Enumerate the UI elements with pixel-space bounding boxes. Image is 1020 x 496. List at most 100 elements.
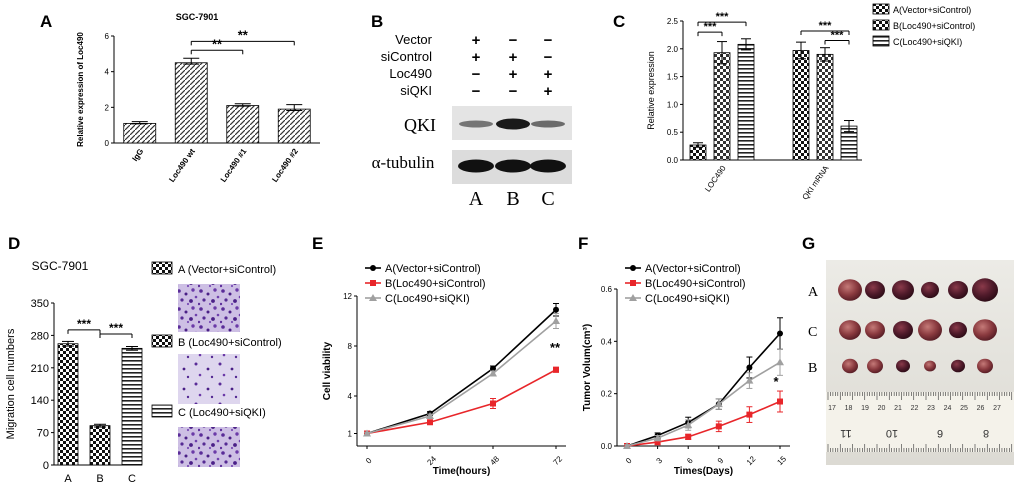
panel-f-point — [776, 358, 784, 366]
tumor-specimen — [892, 280, 914, 300]
panel-f-y-tick-label: 0.4 — [601, 337, 613, 346]
panel-c-legend-label: A(Vector+siControl) — [893, 5, 971, 15]
blot-qki-band — [531, 120, 565, 128]
panel-d-sig-1-label: *** — [77, 317, 91, 331]
panel-c-legend-swatch — [872, 19, 890, 31]
panel-label-f: F — [578, 234, 589, 253]
panel-f-y-tick-label: 0.2 — [601, 390, 613, 399]
panel-a-y-tick-label: 2 — [105, 103, 110, 112]
panel-d-x-tick-label: C — [128, 473, 136, 485]
panel-c-legend-swatch — [872, 3, 890, 15]
panel-b-western-blot: Vector + − −siControl + + −Loc490− + +siQKI − − +A B… — [372, 32, 572, 210]
panel-e-legend-marker — [369, 294, 377, 301]
panel-e-point — [553, 306, 559, 313]
ruler-lower-number: 10 — [886, 427, 898, 439]
panel-d-legend-label: A (Vector+siControl) — [178, 264, 276, 276]
panel-d-y-tick-label: 210 — [31, 363, 49, 375]
panel-d-chart: SGC-7901 0 70 140 210 280 350 Migration cell nu… — [5, 259, 282, 485]
tumor-specimen — [867, 358, 883, 374]
ruler-lower-number: 11 — [840, 427, 851, 439]
blot-treatment-mark: + — [544, 66, 553, 83]
panel-label-a: A — [40, 12, 53, 31]
panel-c-sig-1-label: *** — [704, 21, 718, 33]
panel-d-y-tick-label: 280 — [31, 330, 49, 342]
ruler-number: 25 — [960, 405, 968, 412]
blot-row-label: Vector — [395, 32, 433, 47]
blot-tubulin-band — [530, 159, 566, 173]
panel-f-x-tick-label: 6 — [685, 456, 695, 466]
panel-c-legend-label: B(Loc490+siControl) — [893, 21, 975, 31]
tumor-row-label: B — [808, 361, 817, 376]
panel-f-point — [777, 330, 783, 337]
panel-d-x-tick-label: A — [64, 473, 72, 485]
ruler-number: 26 — [977, 405, 985, 412]
panel-d-bar — [121, 347, 143, 466]
panel-d-bar — [89, 425, 111, 466]
panel-a-y-tick-label: 6 — [105, 32, 110, 41]
panel-a-y-tick-label: 4 — [105, 68, 110, 77]
blot-row-label: Loc490 — [389, 66, 432, 81]
panel-c-y-tick-label: 2.5 — [667, 17, 679, 26]
panel-c-y-label: Relative expression — [646, 51, 656, 130]
tumor-specimen — [924, 360, 936, 372]
panel-d-y-label: Migration cell numbers — [5, 328, 17, 439]
panel-f-point — [623, 442, 631, 449]
panel-c-sig-3-label: *** — [819, 20, 833, 32]
panel-c-y-tick-label: 2.0 — [667, 45, 679, 54]
panel-a-sig-2-label: ** — [238, 27, 249, 42]
panel-a-y-label: Relative expression of Loc490 — [76, 32, 85, 147]
panel-e-point — [363, 429, 371, 437]
panel-f-y-label: Tumor Volum(cm³) — [582, 324, 593, 411]
panel-a-bar — [277, 108, 311, 144]
panel-e-legend-label: C(Loc490+siQKI) — [385, 293, 470, 305]
panel-f-x-tick-label: 3 — [655, 456, 665, 466]
blot-lane-label: C — [541, 188, 554, 210]
panel-e-point — [553, 366, 559, 373]
panel-e-series-line — [366, 309, 557, 435]
panel-d-bar — [57, 343, 79, 466]
panel-f-x-tick-label: 9 — [716, 456, 726, 466]
tumor-specimen — [918, 319, 942, 341]
panel-label-b: B — [371, 12, 384, 31]
panel-c-legend-swatch — [872, 35, 890, 47]
panel-c-x-tick-label: LOC490 — [703, 164, 728, 194]
panel-c-y-tick-label: 0.0 — [667, 156, 679, 165]
ruler-number: 18 — [845, 405, 853, 412]
panel-e-y-tick-label: 1 — [348, 430, 353, 439]
panel-c-legend-label: C(Loc490+siQKI) — [893, 37, 962, 47]
panel-e-x-tick-label: 48 — [488, 454, 501, 467]
panel-a-x-tick-label: IgG — [130, 147, 145, 163]
panel-a-bar — [226, 105, 260, 144]
blot-row-label: siQKI — [400, 83, 432, 98]
panel-f-x-label: Times(Days) — [674, 466, 733, 477]
panel-d-legend-label: C (Loc490+siQKI) — [178, 407, 266, 419]
tumor-specimen — [865, 281, 885, 299]
blot-treatment-mark: − — [509, 83, 518, 100]
panel-e-point — [426, 412, 434, 419]
panel-a-chart: SGC-7901 0 2 4 6 Relative expression of Loc49… — [76, 12, 320, 184]
panel-a-bar — [123, 122, 157, 144]
blot-band-label-tubulin: α-tubulin — [372, 153, 435, 172]
panel-a-bar — [174, 62, 208, 144]
panel-e-point — [427, 419, 433, 426]
ruler-lower-number: 8 — [983, 427, 989, 439]
panel-e-x-label: Time(hours) — [433, 466, 491, 477]
panel-f-point — [714, 400, 723, 408]
panel-e-point — [489, 369, 497, 377]
tumor-specimen — [948, 281, 968, 299]
panel-c-bar — [713, 52, 731, 161]
panel-f-series-line — [626, 332, 781, 447]
ruler-lower-number: 6 — [937, 427, 943, 439]
panel-e-point — [490, 400, 496, 407]
blot-treatment-mark: − — [544, 49, 553, 66]
blot-treatment-mark: − — [509, 32, 518, 49]
blot-treatment-mark: − — [472, 66, 481, 83]
panel-f-point — [745, 376, 754, 384]
ruler — [826, 392, 1014, 452]
panel-e-annotation: ** — [550, 340, 561, 355]
panel-c-x-tick-label: QKI mRNA — [801, 163, 831, 201]
panel-d-title: SGC-7901 — [32, 259, 89, 273]
panel-a-x-tick-label: Loc490 #1 — [219, 147, 249, 184]
panel-f-point — [746, 364, 753, 371]
